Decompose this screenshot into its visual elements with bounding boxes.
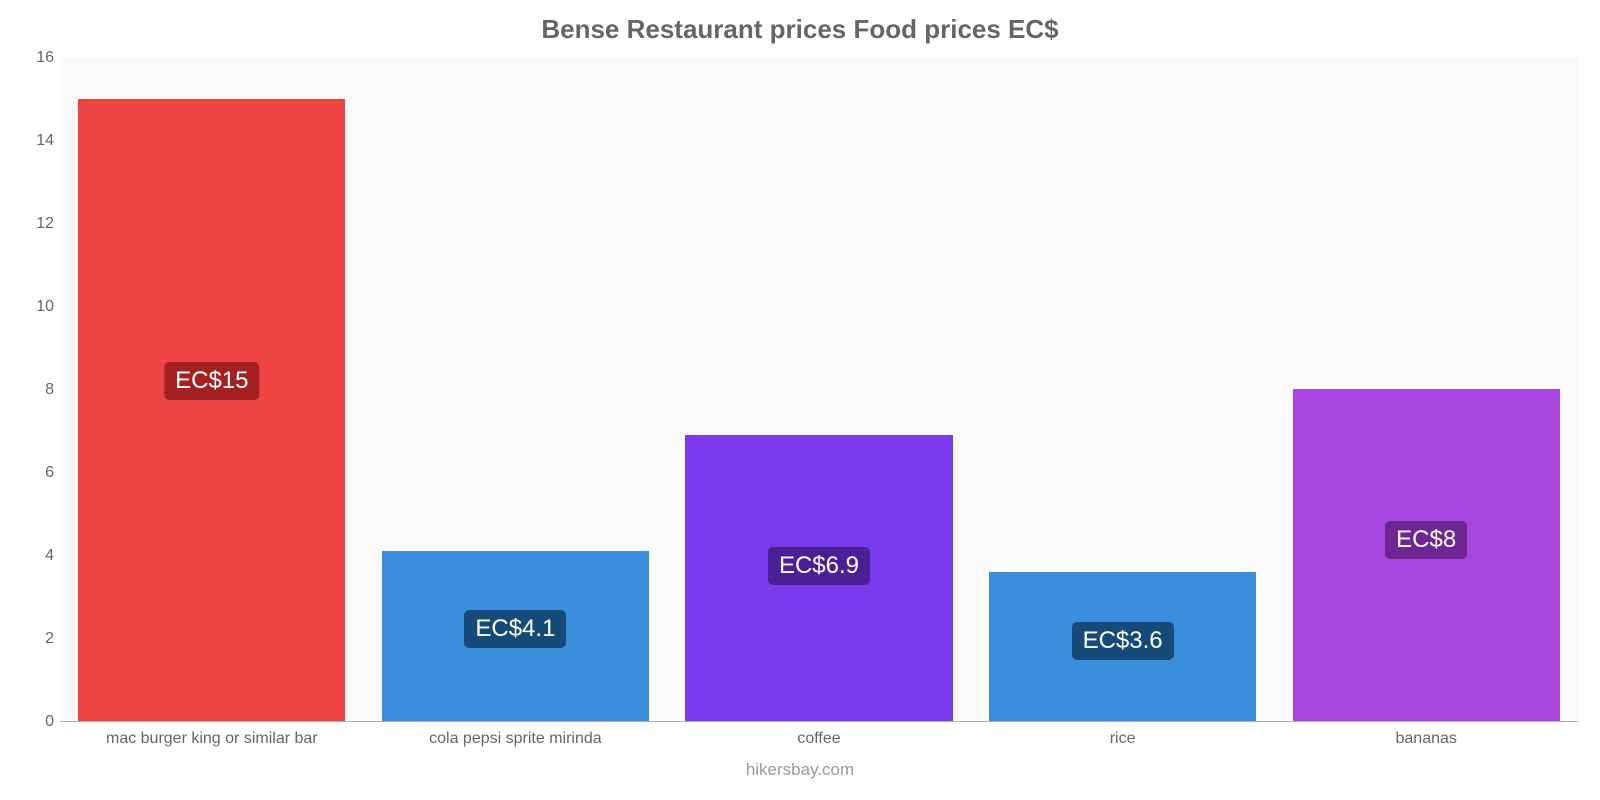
y-tick-label: 12 xyxy=(18,215,54,233)
y-tick-label: 4 xyxy=(18,547,54,565)
credit-text: hikersbay.com xyxy=(0,760,1600,780)
y-tick-label: 6 xyxy=(18,464,54,482)
x-tick-label: mac burger king or similar bar xyxy=(106,730,318,748)
x-tick-label: cola pepsi sprite mirinda xyxy=(429,730,602,748)
bar xyxy=(78,99,345,722)
x-tick-label: rice xyxy=(1110,730,1136,748)
y-tick-label: 2 xyxy=(18,630,54,648)
bar-value-label: EC$4.1 xyxy=(464,610,566,648)
x-tick-label: coffee xyxy=(797,730,840,748)
y-tick-label: 0 xyxy=(18,713,54,731)
bar-value-label: EC$8 xyxy=(1385,521,1467,559)
y-tick-label: 10 xyxy=(18,298,54,316)
x-axis-labels: mac burger king or similar bar cola pepsi… xyxy=(60,726,1578,756)
bar-value-label: EC$15 xyxy=(164,362,259,400)
y-tick-label: 14 xyxy=(18,132,54,150)
plot-area: EC$15EC$4.1EC$6.9EC$3.6EC$8 024681012141… xyxy=(60,58,1578,722)
bar-value-label: EC$3.6 xyxy=(1072,622,1174,660)
bars-layer: EC$15 EC$4.1 EC$6.9 EC$3.6 EC$8 xyxy=(60,58,1578,721)
y-tick-label: 8 xyxy=(18,381,54,399)
chart-title: Bense Restaurant prices Food prices EC$ xyxy=(0,0,1600,44)
chart-container: Bense Restaurant prices Food prices EC$ … xyxy=(0,0,1600,800)
bar-value-label: EC$6.9 xyxy=(768,547,870,585)
x-tick-label: bananas xyxy=(1395,730,1456,748)
y-tick-label: 16 xyxy=(18,49,54,67)
